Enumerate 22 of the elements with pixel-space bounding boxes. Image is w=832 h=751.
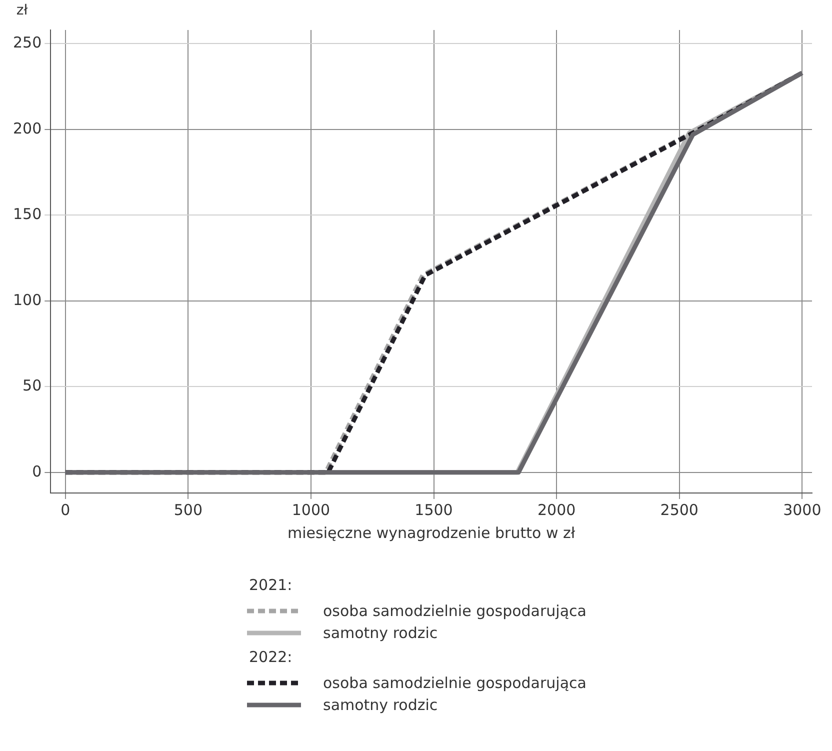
x-tick-label: 2500 bbox=[660, 500, 698, 519]
x-tick-label: 1500 bbox=[414, 500, 453, 519]
legend-label: samotny rodzic bbox=[323, 696, 438, 714]
y-tick-label: 0 bbox=[32, 462, 42, 480]
legend-label: osoba samodzielnie gospodarująca bbox=[323, 602, 586, 620]
text: 2021: bbox=[249, 576, 294, 594]
line-series bbox=[63, 70, 804, 475]
y-tick-label: 250 bbox=[12, 34, 42, 52]
x-tick-label: 1000 bbox=[292, 500, 330, 519]
x-tick-label: 500 bbox=[174, 500, 202, 519]
y-tick-label: 200 bbox=[12, 119, 42, 138]
y-tick-label: 100 bbox=[12, 290, 42, 309]
y-axis-title: zł bbox=[16, 2, 28, 19]
legend-label: samotny rodzic bbox=[323, 624, 438, 642]
x-tick-label: 0 bbox=[60, 500, 70, 519]
y-tick-label: 50 bbox=[22, 376, 42, 395]
text: 2022: bbox=[249, 648, 294, 666]
x-tick-label: 2000 bbox=[537, 500, 576, 519]
y-tick-label: 150 bbox=[12, 205, 42, 224]
x-tick-label: 3000 bbox=[783, 500, 822, 519]
x-axis-title: miesięczne wynagrodzenie brutto w zł bbox=[288, 524, 576, 542]
legend-label: osoba samodzielnie gospodarująca bbox=[323, 674, 586, 692]
